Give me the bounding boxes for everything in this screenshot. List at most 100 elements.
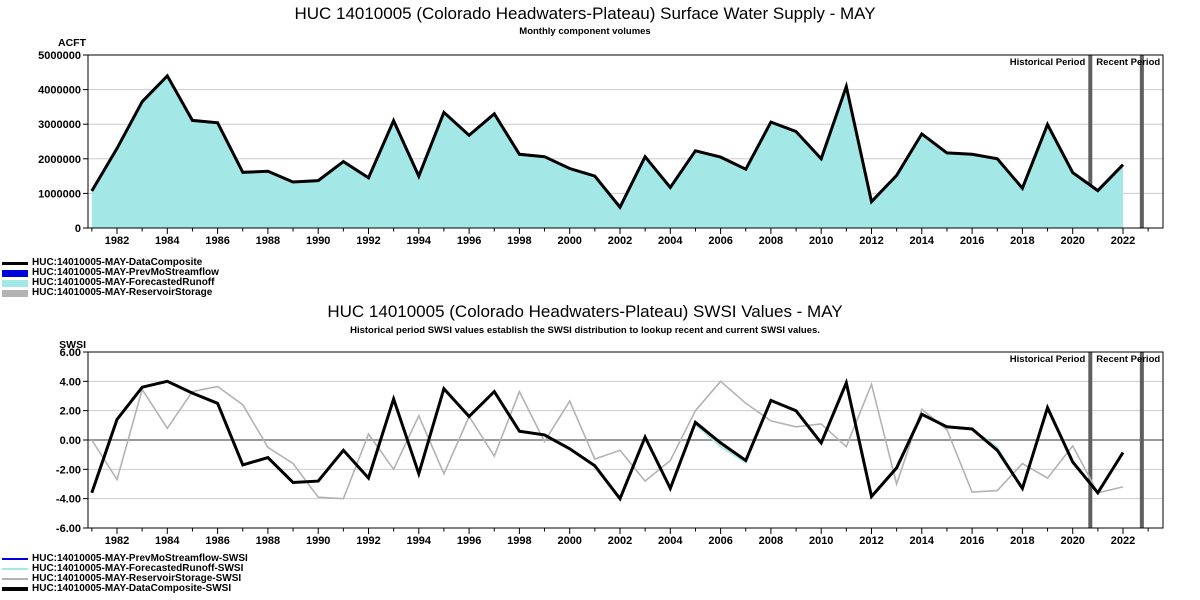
swsi-x-tick-label: 2016 xyxy=(960,535,984,547)
supply-y-tick-label: 4000000 xyxy=(38,85,81,97)
supply-x-tick-label: 2008 xyxy=(759,235,783,247)
supply-x-tick-label: 1988 xyxy=(256,235,280,247)
supply-x-tick-label: 2020 xyxy=(1060,235,1084,247)
supply-historical-period-label: Historical Period xyxy=(1010,57,1086,68)
legend-item-label: HUC:14010005-MAY-PrevMoStreamflow xyxy=(32,267,219,278)
legend-color-box xyxy=(2,279,28,287)
legend-item: HUC:14010005-MAY-ForecastedRunoff xyxy=(2,278,219,288)
swsi-y-tick-label: -2.00 xyxy=(56,464,81,476)
swsi-legend: HUC:14010005-MAY-PrevMoStreamflow-SWSI HU… xyxy=(2,554,248,594)
swsi-x-tick-label: 2002 xyxy=(608,535,632,547)
legend-item: HUC:14010005-MAY-ForecastedRunoff-SWSI xyxy=(2,564,248,574)
supply-x-tick-label: 1992 xyxy=(356,235,380,247)
legend-line-swatch xyxy=(2,568,28,570)
supply-y-tick-label: 1000000 xyxy=(38,188,81,200)
legend-line-swatch xyxy=(2,261,28,265)
swsi-x-tick-label: 2014 xyxy=(910,535,935,547)
swsi-chart-title: HUC 14010005 (Colorado Headwaters-Platea… xyxy=(327,302,843,321)
legend-item: HUC:14010005-MAY-PrevMoStreamflow xyxy=(2,268,219,278)
supply-x-tick-label: 2018 xyxy=(1010,235,1034,247)
supply-y-tick-label: 2000000 xyxy=(38,154,81,166)
swsi-x-tick-label: 1988 xyxy=(256,535,280,547)
supply-x-tick-label: 2006 xyxy=(708,235,732,247)
supply-x-tick-label: 1986 xyxy=(205,235,229,247)
swsi-y-axis-unit-label: SWSI xyxy=(59,339,86,351)
swsi-recent-period-label: Recent Period xyxy=(1096,354,1160,365)
supply-y-tick-label: 0 xyxy=(75,223,81,235)
supply-x-tick-label: 2016 xyxy=(960,235,984,247)
supply-x-tick-label: 1984 xyxy=(155,235,180,247)
supply-plot-border xyxy=(87,54,1164,229)
swsi-x-tick-label: 1990 xyxy=(306,535,330,547)
supply-y-tick-label: 3000000 xyxy=(38,119,81,131)
legend-color-box xyxy=(2,289,28,297)
legend-item-label: HUC:14010005-MAY-DataComposite xyxy=(32,257,203,268)
swsi-x-tick-label: 1982 xyxy=(105,535,129,547)
supply-x-tick-label: 2014 xyxy=(910,235,935,247)
supply-x-tick-label: 1990 xyxy=(306,235,330,247)
supply-legend: HUC:14010005-MAY-DataComposite HUC:140100… xyxy=(2,258,219,298)
supply-x-tick-label: 2012 xyxy=(859,235,883,247)
swsi-historical-period-label: Historical Period xyxy=(1010,354,1086,365)
series-HUC:14010005-MAY-ForecastedRunoff xyxy=(91,75,1123,228)
swsi-y-tick-label: 6.00 xyxy=(60,347,81,359)
supply-y-axis-unit-label: ACFT xyxy=(58,37,86,49)
swsi-x-tick-label: 2012 xyxy=(859,535,883,547)
swsi-x-tick-label: 2020 xyxy=(1060,535,1084,547)
legend-line-swatch xyxy=(2,587,28,591)
swsi-x-tick-label: 2004 xyxy=(658,535,683,547)
legend-item-label: HUC:14010005-MAY-ReservoirStorage xyxy=(32,287,213,298)
legend-item: HUC:14010005-MAY-DataComposite xyxy=(2,258,219,268)
swsi-x-tick-label: 2018 xyxy=(1010,535,1034,547)
supply-x-tick-label: 2002 xyxy=(608,235,632,247)
supply-x-tick-label: 2004 xyxy=(658,235,683,247)
swsi-x-tick-label: 2022 xyxy=(1111,535,1135,547)
swsi-x-tick-label: 1998 xyxy=(507,535,531,547)
supply-x-tick-label: 2000 xyxy=(557,235,581,247)
swsi-chart-subtitle: Historical period SWSI values establish … xyxy=(350,325,820,336)
legend-item-label: HUC:14010005-MAY-PrevMoStreamflow-SWSI xyxy=(32,553,248,564)
series-HUC:14010005-MAY-ReservoirStorage-SWSI xyxy=(91,380,1124,500)
supply-x-tick-label: 1998 xyxy=(507,235,531,247)
swsi-x-tick-label: 1994 xyxy=(407,535,432,547)
supply-chart-subtitle: Monthly component volumes xyxy=(519,26,651,37)
supply-plot: 0 1000000 2000000 3000000 4000000 5000000 1982… xyxy=(38,50,1164,247)
legend-item: HUC:14010005-MAY-ReservoirStorage-SWSI xyxy=(2,574,248,584)
supply-y-tick-label: 5000000 xyxy=(38,50,81,62)
series-HUC:14010005-MAY-DataComposite xyxy=(90,73,1125,210)
legend-item-label: HUC:14010005-MAY-ForecastedRunoff-SWSI xyxy=(32,563,244,574)
swsi-x-tick-label: 2006 xyxy=(708,535,732,547)
swsi-y-tick-label: -6.00 xyxy=(56,523,81,535)
swsi-x-tick-label: 1992 xyxy=(356,535,380,547)
swsi-x-tick-label: 2000 xyxy=(557,535,581,547)
supply-recent-period-label: Recent Period xyxy=(1096,57,1160,68)
legend-line-swatch xyxy=(2,578,28,580)
supply-x-tick-label: 1982 xyxy=(105,235,129,247)
swsi-x-tick-label: 1996 xyxy=(457,535,481,547)
swsi-plot: -6.00 -4.00 -2.00 0.00 2.00 4.00 6.00 1982 1984 1… xyxy=(56,347,1164,547)
swsi-x-tick-label: 1984 xyxy=(155,535,180,547)
swsi-x-tick-label: 2010 xyxy=(809,535,833,547)
supply-x-tick-label: 1996 xyxy=(457,235,481,247)
legend-item: HUC:14010005-MAY-PrevMoStreamflow-SWSI xyxy=(2,554,248,564)
swsi-x-tick-label: 1986 xyxy=(205,535,229,547)
swsi-x-tick-label: 2008 xyxy=(759,535,783,547)
legend-item-label: HUC:14010005-MAY-DataComposite-SWSI xyxy=(32,583,232,594)
supply-x-tick-label: 2010 xyxy=(809,235,833,247)
supply-x-tick-label: 2022 xyxy=(1111,235,1135,247)
legend-color-box xyxy=(2,269,28,277)
legend-item-label: HUC:14010005-MAY-ForecastedRunoff xyxy=(32,277,215,288)
swsi-y-tick-label: 2.00 xyxy=(60,406,81,418)
swsi-y-tick-label: -4.00 xyxy=(56,494,81,506)
swsi-y-tick-label: 0.00 xyxy=(60,435,81,447)
series-HUC:14010005-MAY-DataComposite-SWSI xyxy=(90,377,1125,502)
legend-item: HUC:14010005-MAY-ReservoirStorage xyxy=(2,288,219,298)
legend-line-swatch xyxy=(2,558,28,560)
swsi-y-tick-label: 4.00 xyxy=(60,376,81,388)
legend-item-label: HUC:14010005-MAY-ReservoirStorage-SWSI xyxy=(32,573,242,584)
supply-x-tick-label: 1994 xyxy=(407,235,432,247)
supply-chart-title: HUC 14010005 (Colorado Headwaters-Platea… xyxy=(294,4,876,23)
legend-item: HUC:14010005-MAY-DataComposite-SWSI xyxy=(2,584,248,594)
